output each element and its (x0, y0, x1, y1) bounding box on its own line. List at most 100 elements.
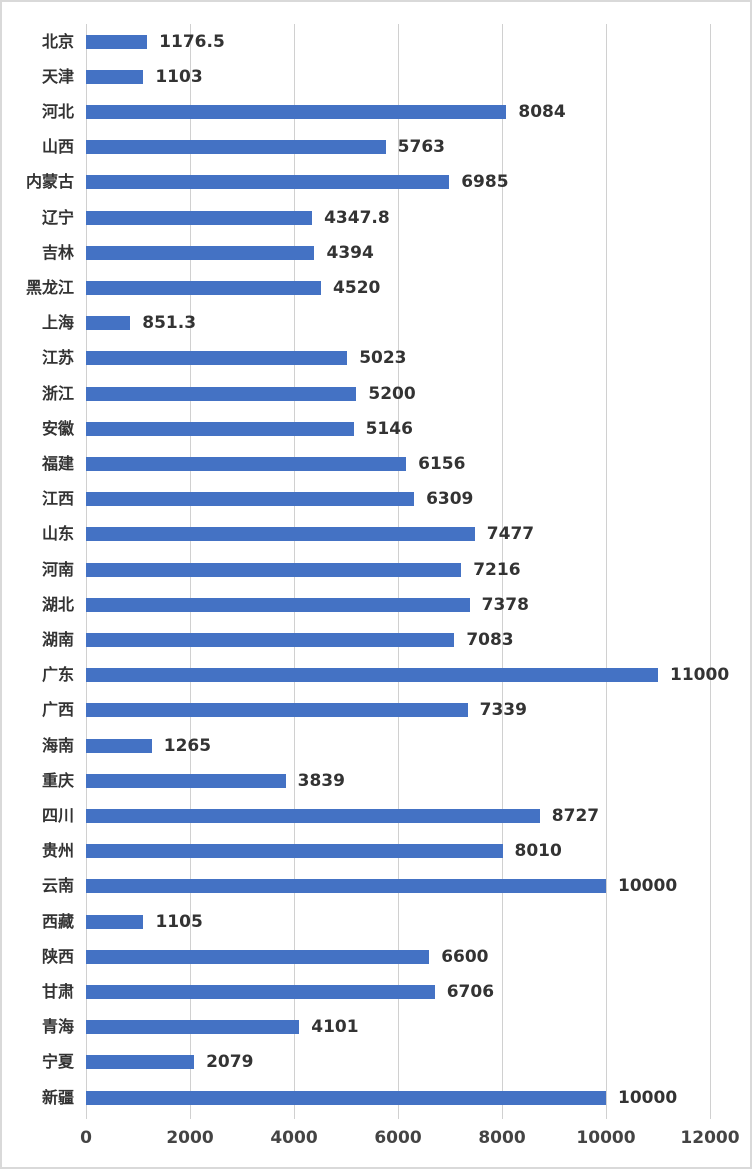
category-label: 山东 (41, 524, 74, 544)
data-bar (86, 210, 313, 225)
data-bar (86, 316, 131, 331)
value-label: 7216 (473, 559, 521, 580)
category-label: 天津 (41, 66, 74, 86)
value-label: 5146 (365, 418, 413, 439)
value-label: 1105 (155, 911, 203, 932)
x-tick-label: 4000 (270, 1128, 318, 1148)
value-label: 4347.8 (324, 207, 390, 228)
data-bar (86, 1055, 195, 1070)
value-label: 4520 (333, 278, 381, 298)
value-label: 5023 (359, 348, 407, 369)
category-label: 黑龙江 (25, 278, 74, 297)
data-bar (86, 597, 470, 612)
category-label: 江西 (41, 489, 74, 509)
data-bar (86, 633, 455, 647)
category-label: 新疆 (41, 1087, 74, 1107)
x-tick-label: 10000 (576, 1128, 636, 1148)
x-tick-label: 6000 (374, 1128, 422, 1148)
gridline (501, 24, 503, 1119)
data-bar (86, 69, 144, 84)
value-label: 8010 (514, 841, 562, 862)
data-bar (86, 492, 415, 507)
value-label: 4394 (326, 242, 374, 263)
category-label: 江苏 (41, 348, 74, 368)
x-tick-label: 12000 (680, 1128, 740, 1148)
value-label: 11000 (670, 665, 730, 686)
data-bar (86, 879, 606, 894)
value-label: 6985 (461, 172, 509, 193)
category-label: 宁夏 (41, 1052, 74, 1072)
data-bar (86, 738, 152, 753)
category-label: 上海 (41, 313, 74, 333)
data-bar (86, 773, 286, 788)
data-bar (86, 1020, 300, 1035)
value-label: 6706 (446, 982, 495, 1002)
category-label: 西藏 (41, 911, 74, 931)
x-tick-label: 0 (80, 1128, 92, 1148)
value-label: 6309 (426, 489, 474, 510)
category-label: 湖北 (41, 594, 74, 614)
data-bar (86, 175, 450, 190)
value-label: 1265 (163, 735, 212, 756)
value-label: 5200 (368, 383, 416, 404)
data-bar (86, 245, 315, 260)
gridline (605, 24, 607, 1119)
data-bar (86, 421, 354, 436)
data-bar (86, 985, 435, 999)
category-label: 湖南 (41, 630, 74, 649)
category-label: 贵州 (41, 841, 74, 861)
category-label: 山西 (41, 137, 74, 157)
category-label: 吉林 (41, 242, 74, 262)
value-label: 1103 (155, 66, 203, 87)
category-label: 内蒙古 (25, 172, 74, 192)
data-bar (86, 527, 475, 542)
value-label: 7083 (466, 630, 514, 650)
data-bar (86, 281, 322, 295)
value-label: 8084 (518, 102, 566, 122)
value-label: 1176.5 (159, 31, 225, 52)
data-bar (86, 668, 658, 683)
value-label: 851.3 (142, 313, 197, 334)
value-label: 5763 (397, 137, 445, 158)
category-label: 云南 (41, 876, 74, 896)
data-bar (86, 351, 348, 366)
data-bar (86, 1090, 606, 1105)
data-bar (86, 34, 148, 49)
category-label: 重庆 (41, 770, 74, 790)
value-label: 6156 (418, 454, 466, 474)
value-label: 7339 (479, 700, 527, 721)
category-label: 河南 (41, 559, 74, 579)
category-label: 海南 (41, 735, 74, 755)
value-label: 10000 (618, 1087, 678, 1108)
gridline (709, 24, 711, 1119)
category-label: 四川 (41, 806, 74, 825)
value-label: 7378 (481, 594, 529, 615)
data-bar (86, 386, 357, 401)
value-label: 7477 (486, 524, 535, 545)
category-label: 青海 (41, 1017, 74, 1037)
value-label: 4101 (311, 1017, 359, 1038)
data-bar (86, 809, 540, 823)
data-bar (86, 914, 144, 929)
data-bar (86, 457, 407, 471)
data-bar (86, 844, 503, 859)
x-tick-label: 8000 (478, 1128, 526, 1148)
data-bar (86, 105, 507, 119)
category-label: 安徽 (41, 418, 74, 438)
value-label: 8727 (551, 806, 600, 826)
category-label: 北京 (41, 31, 74, 51)
category-label: 广西 (41, 700, 74, 720)
data-bar (86, 562, 462, 577)
value-label: 6600 (441, 946, 489, 967)
category-label: 福建 (41, 454, 74, 473)
category-label: 浙江 (41, 383, 74, 403)
value-label: 10000 (618, 876, 678, 897)
category-label: 河北 (41, 102, 74, 121)
category-label: 辽宁 (41, 207, 74, 227)
data-bar (86, 140, 386, 155)
value-label: 2079 (206, 1052, 254, 1073)
category-label: 甘肃 (41, 982, 74, 1001)
data-bar (86, 949, 430, 964)
